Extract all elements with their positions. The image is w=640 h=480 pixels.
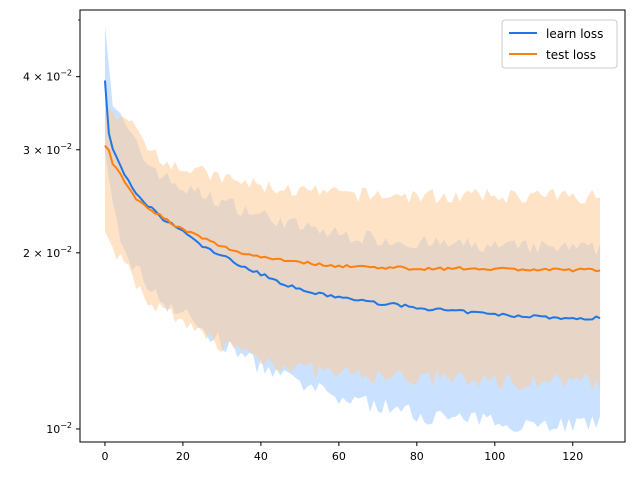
x-tick-label: 40	[254, 450, 268, 463]
line-learn-loss	[103, 80, 601, 321]
x-axis-ticks: 0 20 40 60 80 100 120	[101, 442, 583, 463]
legend-test-loss-label: test loss	[546, 48, 596, 62]
x-tick-label: 0	[101, 450, 108, 463]
legend: learn loss test loss	[501, 19, 618, 69]
x-tick-label: 60	[332, 450, 346, 463]
uncertainty-bands	[104, 25, 601, 433]
y-axis-ticks: 4 × 10−2 3 × 10−2 2 × 10−2 10−2	[23, 19, 80, 436]
legend-learn-loss-label: learn loss	[546, 27, 603, 41]
band-test-loss	[104, 108, 601, 391]
line-test-loss	[104, 145, 601, 273]
x-tick-label: 80	[410, 450, 424, 463]
x-tick-label: 100	[484, 450, 505, 463]
y-tick-label: 10−2	[46, 421, 72, 436]
y-tick-label: 4 × 10−2	[23, 69, 72, 84]
series-lines	[103, 80, 601, 321]
y-tick-label: 2 × 10−2	[23, 245, 72, 260]
y-tick-label: 3 × 10−2	[23, 142, 72, 157]
plot-frame	[79, 9, 626, 443]
x-tick-label: 120	[562, 450, 583, 463]
x-tick-label: 20	[176, 450, 190, 463]
